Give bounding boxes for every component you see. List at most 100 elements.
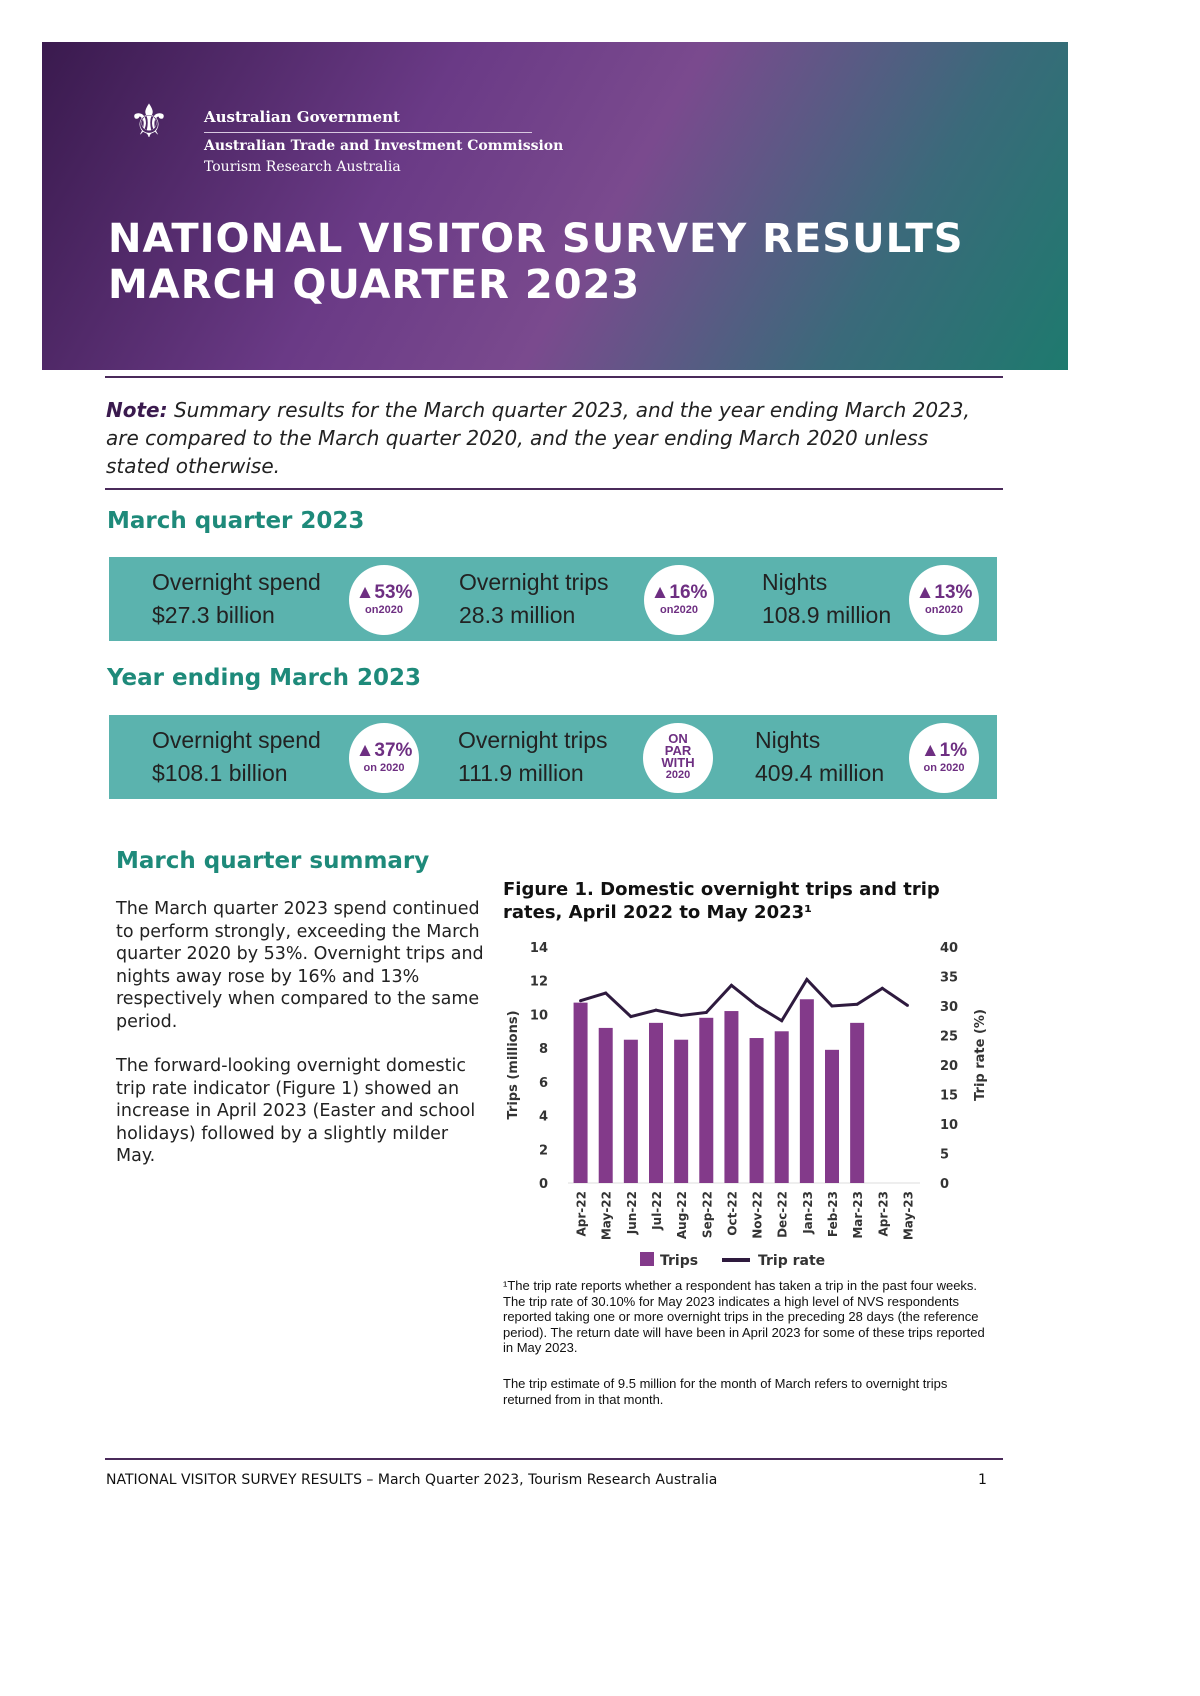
title-line-2: MARCH QUARTER 2023 (108, 262, 641, 308)
change-badge: ▲37% on 2020 (349, 723, 419, 793)
x-tick-label: May-23 (901, 1191, 915, 1240)
y-tick-label: 2 (539, 1143, 548, 1158)
title-line-1: NATIONAL VISITOR SURVEY RESULTS (108, 216, 964, 262)
y-tick-label: 10 (530, 1008, 548, 1023)
figure-title: Figure 1. Domestic overnight trips and t… (503, 879, 940, 923)
trips-chart: 0 2 4 6 8 10 12 14 0 5 10 15 20 25 30 35 40 Trips (millio… (506, 941, 988, 1269)
change-badge: ▲1% on 2020 (909, 723, 979, 793)
y-tick-label: 8 (539, 1042, 548, 1057)
summary-text: The March quarter 2023 spend continued t… (116, 898, 486, 1190)
change-badge: ▲53% on2020 (349, 565, 419, 635)
trip-rate-point (855, 1002, 859, 1006)
y2-tick-label: 30 (940, 1000, 958, 1015)
x-tick-label: Feb-23 (826, 1191, 840, 1237)
footnote: ¹The trip rate reports whether a respond… (503, 1278, 985, 1355)
x-tick-label: May-22 (600, 1191, 614, 1240)
bar-Sep-22 (699, 1017, 714, 1183)
y2-tick-label: 5 (940, 1148, 949, 1163)
trip-rate-point (755, 1003, 759, 1007)
bar-Jan-23 (799, 999, 814, 1183)
trip-rate-point (679, 1013, 683, 1017)
x-tick-label: Dec-22 (776, 1191, 790, 1238)
x-tick-label: Oct-22 (725, 1191, 739, 1236)
divider (204, 132, 532, 133)
stat-label: Overnight trips (459, 569, 609, 595)
badge-sub: on 2020 (363, 762, 405, 774)
trip-rate-point (830, 1004, 834, 1008)
trip-rate-point (805, 977, 809, 981)
trip-rate-line (580, 976, 909, 1023)
x-tick-label: Mar-23 (851, 1191, 865, 1239)
stat-value: 409.4 million (755, 760, 885, 786)
badge-change: ▲1% (920, 740, 968, 761)
note-text: Summary results for the March quarter 20… (106, 398, 970, 478)
badge-change: ▲16% (650, 582, 708, 603)
stat-trips: Overnight trips 111.9 million (458, 727, 608, 787)
badge-change: ON PAR WITH (661, 731, 695, 770)
stat-label: Overnight trips (458, 727, 608, 753)
gov-name: Australian Government (204, 108, 400, 126)
change-badge: ▲16% on2020 (644, 565, 714, 635)
y2-tick-label: 0 (940, 1177, 949, 1192)
trip-rate-point (654, 1008, 658, 1012)
bar-Oct-22 (724, 1011, 739, 1183)
legend-trips-label: Trips (660, 1253, 698, 1269)
x-tick-label: Jan-23 (801, 1191, 815, 1235)
x-tick-label: Aug-22 (675, 1191, 689, 1239)
legend-trips-swatch (640, 1252, 654, 1266)
quarter-stats: Overnight spend $27.3 billion ▲53% on2020 … (109, 557, 997, 641)
stat-label: Nights (755, 727, 821, 753)
badge-sub: on 2020 (923, 762, 965, 774)
bar-Jun-22 (623, 1039, 638, 1183)
badge-change: ▲53% (355, 582, 413, 603)
y2-tick-label: 15 (940, 1089, 958, 1104)
stat-spend: Overnight spend $27.3 billion (152, 569, 321, 629)
y2-axis-label: Trip rate (%) (973, 1009, 988, 1101)
y-tick-label: 0 (539, 1177, 548, 1192)
y2-tick-label: 40 (940, 941, 958, 956)
stat-label: Overnight spend (152, 727, 321, 753)
divider (105, 488, 1003, 490)
footnote: The trip estimate of 9.5 million for the… (503, 1376, 948, 1407)
y-tick-label: 4 (539, 1110, 548, 1125)
page-number: 1 (978, 1472, 987, 1488)
agency-name: Australian Trade and Investment Commissi… (204, 138, 564, 154)
stat-value: 111.9 million (458, 760, 584, 786)
trip-rate-point (880, 986, 884, 990)
bar-Dec-22 (774, 1031, 789, 1183)
stat-label: Nights (762, 569, 828, 595)
badge-sub: 2020 (665, 769, 691, 781)
stat-value: $27.3 billion (152, 602, 275, 628)
y2-tick-label: 35 (940, 971, 958, 986)
bar-Aug-22 (674, 1039, 689, 1183)
coat-of-arms-icon: ⚜ (128, 94, 170, 148)
trip-rate-point (579, 999, 583, 1003)
quarter-heading: March quarter 2023 (107, 508, 365, 534)
x-tick-label: Jun-22 (625, 1191, 639, 1235)
y-tick-label: 14 (530, 941, 548, 956)
divider (105, 1458, 1003, 1460)
badge-sub: on2020 (925, 604, 963, 616)
stat-spend: Overnight spend $108.1 billion (152, 727, 321, 787)
year-stats: Overnight spend $108.1 billion ▲37% on 202… (109, 715, 997, 799)
bar-Apr-22 (573, 1002, 588, 1183)
y2-tick-label: 20 (940, 1059, 958, 1074)
change-badge: ▲13% on2020 (909, 565, 979, 635)
x-tick-label: Nov-22 (751, 1191, 765, 1239)
stat-label: Overnight spend (152, 569, 321, 595)
stat-value: 28.3 million (459, 602, 576, 628)
y-tick-label: 6 (539, 1076, 548, 1091)
trip-rate-point (905, 1003, 909, 1007)
paragraph: The March quarter 2023 spend continued t… (116, 899, 484, 1032)
trip-rate-point (780, 1019, 784, 1023)
badge-sub: on2020 (660, 604, 698, 616)
y-axis-label: Trips (millions) (506, 1010, 521, 1119)
trip-rate-point (629, 1015, 633, 1019)
stat-nights: Nights 108.9 million (762, 569, 891, 629)
stat-value: 108.9 million (762, 602, 892, 628)
summary-heading: March quarter summary (116, 848, 430, 874)
bar-Feb-23 (825, 1049, 839, 1183)
badge-change: ▲13% (915, 582, 973, 603)
legend-rate-label: Trip rate (758, 1253, 825, 1269)
header-banner: ⚜ Australian Government Australian Trade… (42, 42, 1068, 370)
